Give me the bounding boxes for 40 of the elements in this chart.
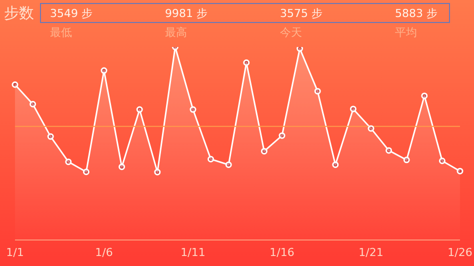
text: 3575 步	[280, 6, 324, 21]
point	[314, 88, 321, 94]
point	[260, 148, 268, 154]
point	[296, 47, 304, 52]
point	[47, 133, 54, 140]
x-tick-label: 1/26	[448, 246, 472, 259]
point	[225, 161, 232, 168]
point	[386, 147, 392, 154]
point	[438, 158, 446, 164]
point	[243, 59, 250, 66]
x-tick-label: 1/11	[180, 246, 206, 259]
point	[368, 125, 374, 132]
point	[136, 106, 143, 113]
point	[278, 132, 286, 139]
text: 今天	[280, 25, 303, 40]
point	[350, 106, 356, 112]
point	[12, 81, 18, 88]
x-tick-label: 1/16	[270, 246, 294, 259]
point	[421, 92, 428, 100]
text: 9981 步	[165, 6, 208, 21]
x-tick-label: 1/1	[6, 246, 24, 259]
point	[118, 164, 126, 170]
chart-title: 步数	[4, 4, 34, 23]
text: 最高	[165, 25, 188, 40]
point	[403, 156, 410, 164]
text: 平均	[395, 25, 418, 40]
point	[456, 168, 464, 174]
text: 最低	[50, 25, 73, 40]
point	[82, 168, 90, 176]
point	[208, 156, 214, 162]
point	[190, 106, 196, 113]
text: 5883 步	[395, 6, 438, 21]
x-tick-label: 1/6	[95, 246, 113, 259]
text: 3549 步	[50, 6, 94, 21]
point	[100, 67, 108, 74]
x-tick-label: 1/21	[358, 246, 384, 259]
point	[332, 161, 339, 168]
point	[30, 100, 36, 108]
point	[65, 158, 72, 166]
point	[154, 168, 161, 176]
